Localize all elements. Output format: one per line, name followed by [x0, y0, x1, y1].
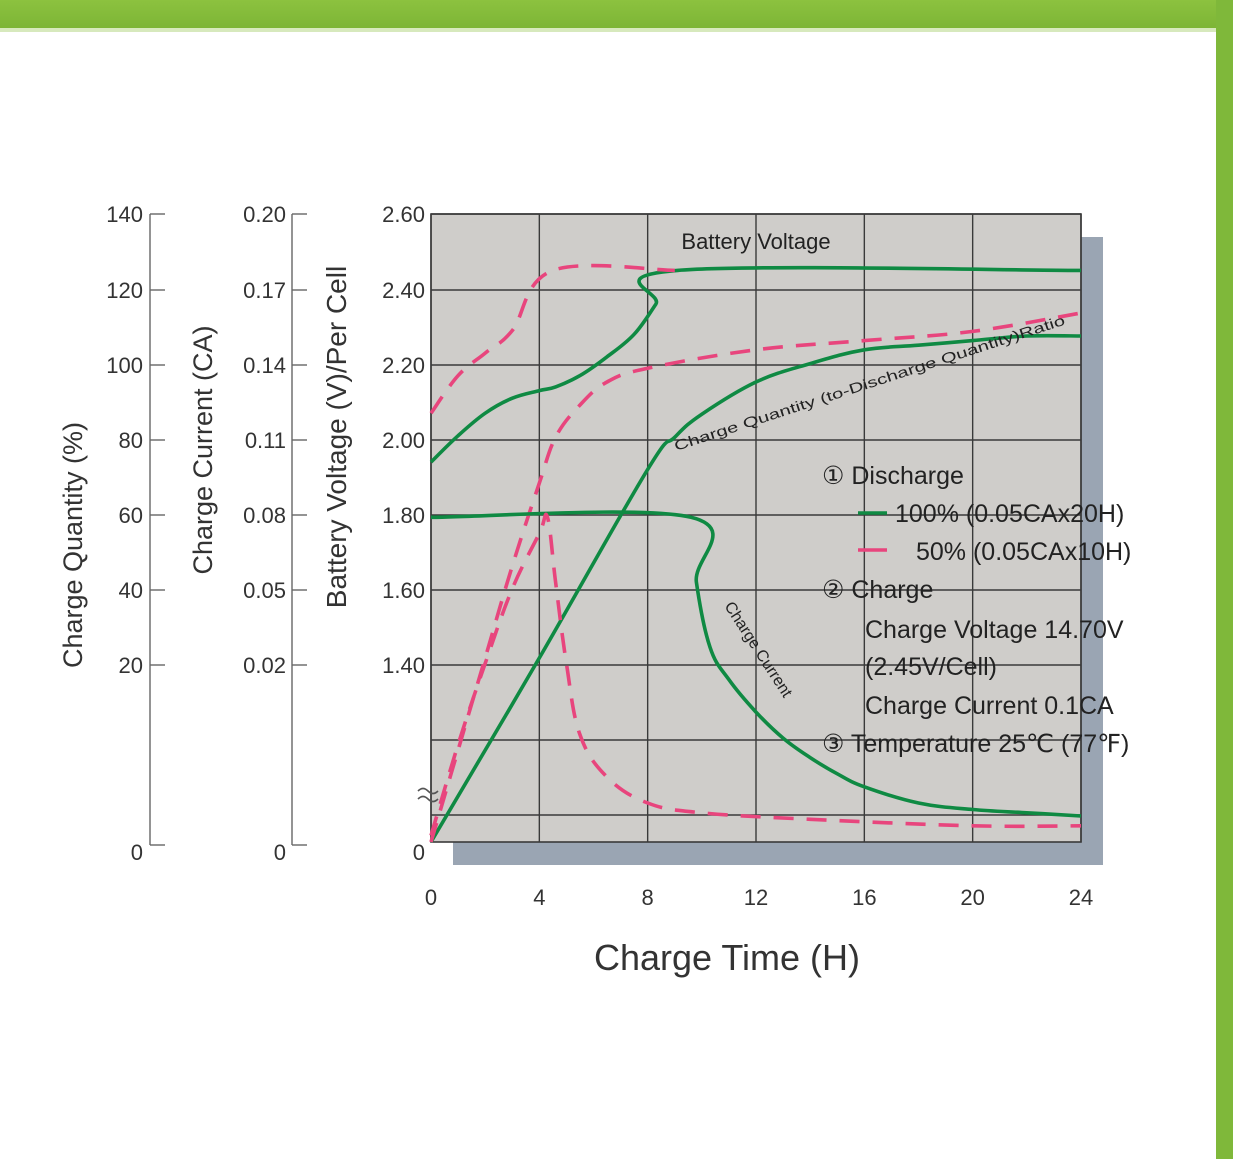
- top-accent-band: [0, 0, 1233, 28]
- y-tick-label-1-5: 0.05: [243, 578, 286, 603]
- top-accent-band-edge: [0, 28, 1216, 32]
- y-tick-label-2-6: 1.40: [382, 653, 425, 678]
- legend-temperature: ③ Temperature 25℃ (77℉): [822, 730, 1129, 758]
- x-tick-label-2: 8: [642, 885, 654, 910]
- legend: ① Discharge 100% (0.05CAx20H) 50% (0.05C…: [822, 462, 1131, 758]
- annotation-battery-voltage: Battery Voltage: [681, 229, 830, 254]
- y-tick-label-0-5: 40: [119, 578, 143, 603]
- x-tick-label-3: 12: [744, 885, 768, 910]
- y-axis-title-charge-current: Charge Current (CA): [188, 325, 218, 574]
- y-tick-label-2-5: 1.60: [382, 578, 425, 603]
- y-tick-label-1-3: 0.11: [245, 428, 286, 453]
- legend-per-cell: (2.45V/Cell): [865, 653, 997, 681]
- y-tick-label-0-4: 60: [119, 503, 143, 528]
- y-tick-label-2-2: 2.20: [382, 353, 425, 378]
- x-tick-label-4: 16: [852, 885, 876, 910]
- y-axis-title-battery-voltage: Battery Voltage (V)/Per Cell: [321, 266, 352, 608]
- y-tick-label-2-4: 1.80: [382, 503, 425, 528]
- legend-charge-current: Charge Current 0.1CA: [865, 692, 1114, 720]
- y-tick-label-2-0: 2.60: [382, 202, 425, 227]
- y-tick-label-0-0: 140: [106, 202, 143, 227]
- series-line-charge-current-100: [430, 510, 1082, 818]
- y-tick-label-1-1: 0.17: [243, 278, 286, 303]
- plot-border: [430, 213, 1082, 843]
- series-line-charge-quantity-50: [429, 311, 1082, 843]
- legend-charge-voltage: Charge Voltage 14.70V: [865, 616, 1124, 644]
- series-line-charge-current-50: [429, 512, 1082, 837]
- legend-series-100: 100% (0.05CAx20H): [895, 500, 1124, 528]
- y-tick-label-1-6: 0.02: [243, 653, 286, 678]
- right-accent-band: [1216, 0, 1233, 1159]
- series-line-battery-voltage-50: [429, 263, 675, 415]
- x-tick-label-5: 20: [960, 885, 984, 910]
- series-line-battery-voltage-100: [429, 265, 1082, 464]
- y-tick-label-1-0: 0.20: [243, 202, 286, 227]
- y-tick-label-0-7: 0: [131, 840, 143, 865]
- legend-discharge-title: ① Discharge: [822, 462, 964, 490]
- y-tick-label-1-4: 0.08: [243, 503, 286, 528]
- x-tick-label-6: 24: [1069, 885, 1093, 910]
- x-axis-title: Charge Time (H): [594, 937, 860, 978]
- axis-break-mark: [417, 787, 439, 803]
- series-layer: [429, 263, 1082, 843]
- y-tick-label-1-7: 0: [274, 840, 286, 865]
- y-tick-label-2-1: 2.40: [382, 278, 425, 303]
- y-tick-label-2-3: 2.00: [382, 428, 425, 453]
- y-tick-label-0-2: 100: [106, 353, 143, 378]
- y-tick-label-2-7: 0: [413, 840, 425, 865]
- legend-charge-title: ② Charge: [822, 576, 933, 604]
- x-tick-label-0: 0: [425, 885, 437, 910]
- y-tick-label-0-3: 80: [119, 428, 143, 453]
- y-axis-title-charge-quantity: Charge Quantity (%): [58, 422, 88, 668]
- y-tick-label-1-2: 0.14: [243, 353, 286, 378]
- y-tick-label-0-6: 20: [119, 653, 143, 678]
- x-tick-label-1: 4: [533, 885, 545, 910]
- y-axes: 0 4 8 12 16 20 24 140 120 100 80 60 40 20 0 0.20 0.17 0.1…: [106, 202, 1093, 910]
- legend-series-50: 50% (0.05CAx10H): [916, 538, 1131, 566]
- y-tick-label-0-1: 120: [106, 278, 143, 303]
